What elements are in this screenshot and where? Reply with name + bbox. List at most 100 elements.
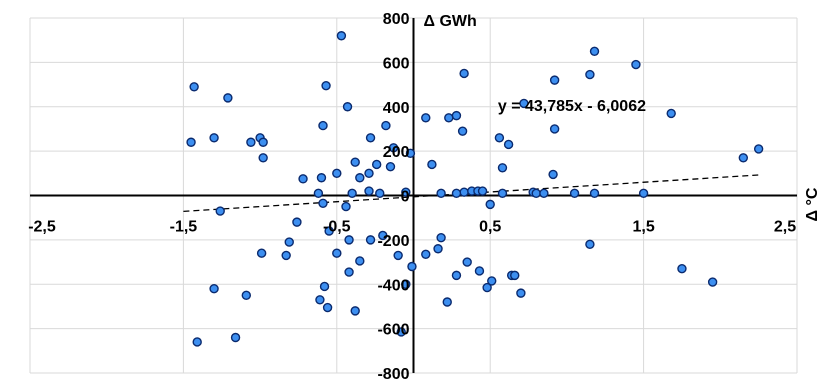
data-point xyxy=(281,250,291,261)
data-point xyxy=(332,168,342,179)
data-point xyxy=(451,270,462,281)
data-point xyxy=(336,31,347,41)
data-point xyxy=(375,188,385,198)
trendline-group xyxy=(183,174,759,213)
data-point xyxy=(482,282,492,293)
data-point xyxy=(316,173,327,183)
data-point xyxy=(319,281,330,292)
data-point xyxy=(365,235,376,245)
data-point xyxy=(223,93,233,103)
data-point xyxy=(322,302,333,313)
data-point xyxy=(298,174,308,184)
data-point xyxy=(407,261,417,272)
data-points xyxy=(186,31,764,347)
data-point xyxy=(284,237,294,247)
data-point xyxy=(585,69,595,80)
data-point xyxy=(388,143,399,153)
data-point xyxy=(677,264,687,274)
data-point xyxy=(477,186,488,196)
data-point xyxy=(192,337,202,347)
y-tick-label: -600 xyxy=(377,322,409,339)
data-point xyxy=(401,279,411,289)
data-point xyxy=(738,153,749,163)
data-point xyxy=(444,113,454,123)
data-point xyxy=(427,159,437,170)
data-point xyxy=(421,113,431,123)
data-point xyxy=(365,133,376,143)
data-point xyxy=(497,163,508,173)
data-point xyxy=(531,188,541,198)
data-point xyxy=(405,148,416,159)
data-point xyxy=(256,248,267,258)
data-point xyxy=(569,188,580,198)
data-point xyxy=(350,157,360,167)
data-point xyxy=(321,80,331,91)
data-point xyxy=(401,187,411,197)
trendline-equation: y = 43,785x - 6,0062 xyxy=(498,98,646,115)
data-point xyxy=(313,188,324,198)
data-point xyxy=(474,266,485,276)
y-tick-labels: -800 -600 -400 -200 0 200 400 600 800 xyxy=(377,11,409,383)
data-point xyxy=(516,288,526,298)
y-tick-label: -200 xyxy=(377,233,409,250)
data-point xyxy=(378,230,388,241)
data-point xyxy=(485,199,495,210)
data-point xyxy=(230,332,241,343)
x-tick-labels: -2,5 -1,5 -0,5 0,5 1,5 2,5 xyxy=(28,219,796,236)
data-point xyxy=(519,98,529,109)
data-point xyxy=(494,133,505,143)
data-point xyxy=(548,169,558,180)
data-point xyxy=(364,168,374,179)
data-point xyxy=(385,161,396,172)
data-point xyxy=(549,75,560,85)
axes xyxy=(30,18,797,373)
data-point xyxy=(209,133,219,143)
data-point xyxy=(589,188,600,198)
data-point xyxy=(381,120,391,131)
data-point xyxy=(324,226,334,236)
data-point xyxy=(292,217,302,227)
data-point xyxy=(241,290,251,301)
y-axis-title: Δ GWh xyxy=(424,13,477,30)
data-point xyxy=(355,256,365,266)
data-point xyxy=(421,249,431,259)
data-point xyxy=(318,198,328,208)
data-point xyxy=(344,267,354,277)
data-point xyxy=(497,188,508,198)
data-point xyxy=(433,244,443,254)
x-axis-title: Δ °C xyxy=(804,187,821,221)
data-point xyxy=(462,257,472,267)
data-point xyxy=(215,206,225,216)
y-tick-label: 0 xyxy=(401,189,410,206)
data-point xyxy=(246,137,256,147)
y-tick-label: -800 xyxy=(377,366,409,383)
data-point xyxy=(332,248,342,258)
data-point xyxy=(459,187,469,197)
x-tick-label: -2,5 xyxy=(28,219,56,236)
x-tick-label: -1,5 xyxy=(170,219,198,236)
data-point xyxy=(350,306,360,316)
x-tick-label: 0,5 xyxy=(479,219,501,236)
data-point xyxy=(436,188,446,198)
data-point xyxy=(341,201,351,212)
data-point xyxy=(451,188,462,198)
data-point xyxy=(189,82,199,92)
data-point xyxy=(666,108,676,119)
x-tick-label: 2,5 xyxy=(774,219,796,236)
data-point xyxy=(707,277,718,287)
y-tick-label: 600 xyxy=(383,55,410,72)
data-point xyxy=(549,124,560,134)
data-point xyxy=(487,276,497,286)
data-point xyxy=(510,270,520,281)
y-tick-label: 200 xyxy=(383,144,410,161)
data-point xyxy=(318,120,328,131)
data-point xyxy=(396,327,406,337)
data-point xyxy=(589,46,600,56)
data-point xyxy=(364,186,374,196)
x-tick-label: 1,5 xyxy=(632,219,654,236)
data-point xyxy=(503,139,514,150)
data-point xyxy=(342,102,353,112)
data-point xyxy=(638,188,649,198)
data-point xyxy=(631,59,641,70)
